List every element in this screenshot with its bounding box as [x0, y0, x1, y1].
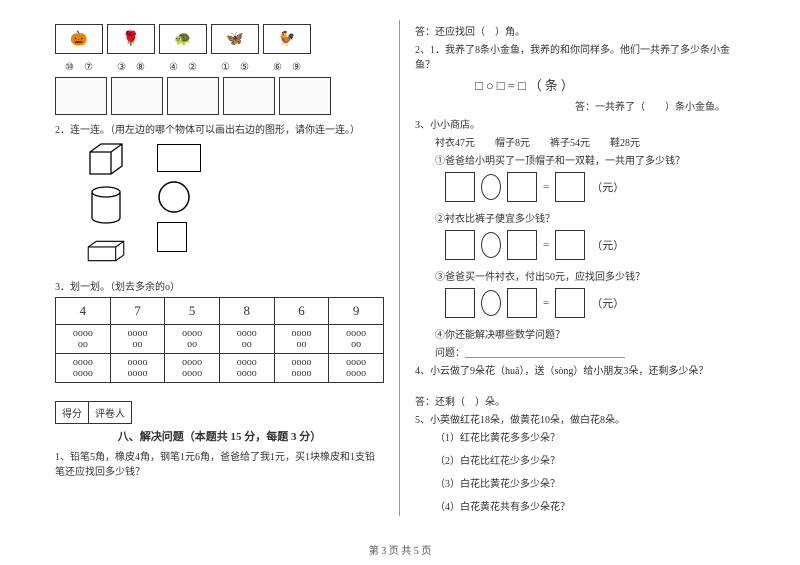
grader-label: 评卷人	[89, 402, 131, 423]
q1-text: 1、铅笔5角，橡皮4角，钢笔1元6角，爸爸给了我1元，买1块橡皮和1支铅笔还应找…	[55, 448, 384, 478]
q2-text: 2、1．我养了8条小金鱼，我养的和你同样多。他们一共养了多少条小金鱼？	[415, 41, 745, 71]
equation-row: = （元）	[445, 288, 745, 318]
equals: =	[543, 181, 549, 193]
circle-table: 4 7 5 8 6 9 oooooo oooooo oooooo oooooo …	[55, 297, 384, 383]
right-column: 答：还应找回（ ）角。 2、1．我养了8条小金鱼，我养的和你同样多。他们一共养了…	[400, 20, 760, 516]
q5-1: （1）红花比黄花多多少朵？	[435, 429, 745, 444]
th: 6	[274, 298, 329, 325]
eq-box	[507, 172, 537, 202]
td: oooooo	[274, 325, 329, 354]
number-row: ⑩ ⑦ ③ ⑧ ④ ② ① ⑤ ⑥ ⑨	[55, 58, 384, 73]
eq-box	[445, 288, 475, 318]
unit-label: （元）	[591, 295, 624, 311]
left-column: 🎃 🌹 🐢 🦋 🐓 ⑩ ⑦ ③ ⑧ ④ ② ① ⑤ ⑥ ⑨ 2．连一连。（用左边…	[40, 20, 400, 516]
q3-1: ①爸爸给小明买了一顶帽子和一双鞋，一共用了多少钱？	[435, 152, 745, 167]
eq-box	[555, 230, 585, 260]
equals: =	[543, 239, 549, 251]
eq-box	[507, 288, 537, 318]
num-cell: ⑥ ⑨	[263, 58, 311, 73]
q5-4: （4）白花黄花共有多少朵花？	[435, 498, 745, 513]
eq-circle	[481, 232, 501, 258]
q5-3: （3）白花比黄花少多少朵？	[435, 475, 745, 490]
pic-box: 🦋	[211, 24, 259, 54]
section-8-title: 八、解决问题（本题共 15 分，每题 3 分）	[55, 428, 384, 444]
answer-4: 答：还剩（ ）朵。	[415, 393, 745, 408]
eq-box	[445, 230, 475, 260]
q4-text: 4、小云做了9朵花（huā），送（sòng）给小朋友3朵，还剩多少朵？	[415, 362, 745, 377]
td: oooooooo	[274, 354, 329, 383]
td: oooooooo	[165, 354, 220, 383]
image-row-1: 🎃 🌹 🐢 🦋 🐓	[55, 24, 384, 54]
pic-box: 🎃	[55, 24, 103, 54]
unit-label: （元）	[591, 179, 624, 195]
equation-row: = （元）	[445, 172, 745, 202]
q3-4b: 问题：________________________________	[435, 344, 745, 359]
pic-box	[55, 77, 107, 115]
q5-text: 5、小英做红花18朵，做黄花10朵，做白花8朵。	[415, 411, 745, 426]
td: oooooo	[56, 325, 111, 354]
pic-box	[111, 77, 163, 115]
shapes-area	[85, 140, 384, 270]
td: oooooo	[110, 325, 165, 354]
equation-row: = （元）	[445, 230, 745, 260]
td: oooooooo	[329, 354, 384, 383]
q5-2: （2）白花比红花少多少朵？	[435, 452, 745, 467]
num-cell: ③ ⑧	[107, 58, 155, 73]
th: 4	[56, 298, 111, 325]
q3-text: 3、小小商店。	[415, 116, 745, 131]
eq-circle	[481, 174, 501, 200]
score-box: 得分 评卷人	[55, 401, 132, 424]
th: 8	[219, 298, 274, 325]
th: 7	[110, 298, 165, 325]
td: oooooooo	[219, 354, 274, 383]
pic-box: 🐢	[159, 24, 207, 54]
image-row-2	[55, 77, 384, 115]
num-cell: ④ ②	[159, 58, 207, 73]
td: oooooooo	[56, 354, 111, 383]
circle-shape	[157, 180, 191, 214]
q3-title: 3．划一划。（划去多余的o）	[55, 278, 384, 293]
eq-box	[445, 172, 475, 202]
eq-circle	[481, 290, 501, 316]
th: 5	[165, 298, 220, 325]
cube-icon	[85, 140, 127, 178]
answer-1: 答：还应找回（ ）角。	[415, 23, 745, 38]
q3-prices: 衬衣47元 帽子8元 裤子54元 鞋28元	[435, 134, 745, 149]
eq-box	[507, 230, 537, 260]
eq-box	[555, 288, 585, 318]
pic-box	[223, 77, 275, 115]
eq-box	[555, 172, 585, 202]
q2-title: 2．连一连。（用左边的哪个物体可以画出右边的图形，请你连一连。）	[55, 121, 384, 136]
num-cell: ⑩ ⑦	[55, 58, 103, 73]
q3-3: ③爸爸买一件衬衣，付出50元，应找回多少钱？	[435, 268, 745, 283]
score-label: 得分	[56, 402, 89, 423]
td: oooooo	[165, 325, 220, 354]
pic-box	[167, 77, 219, 115]
pic-box	[279, 77, 331, 115]
pic-box: 🐓	[263, 24, 311, 54]
th: 9	[329, 298, 384, 325]
td: oooooo	[329, 325, 384, 354]
td: oooooo	[219, 325, 274, 354]
equation-symbolic: □○□=□（条）	[475, 75, 745, 94]
num-cell: ① ⑤	[211, 58, 259, 73]
answer-2: 答：一共养了（ ）条小金鱼。	[415, 98, 725, 113]
cylinder-icon	[85, 186, 127, 224]
td: oooooooo	[110, 354, 165, 383]
pic-box: 🌹	[107, 24, 155, 54]
cuboid-icon	[85, 232, 127, 270]
q3-2: ②衬衣比裤子便宜多少钱？	[435, 210, 745, 225]
unit-label: （元）	[591, 237, 624, 253]
q3-4: ④你还能解决哪些数学问题？	[435, 326, 745, 341]
square-shape	[157, 222, 187, 252]
equals: =	[543, 297, 549, 309]
page-footer: 第 3 页 共 5 页	[0, 542, 800, 557]
rectangle-shape	[157, 144, 201, 172]
